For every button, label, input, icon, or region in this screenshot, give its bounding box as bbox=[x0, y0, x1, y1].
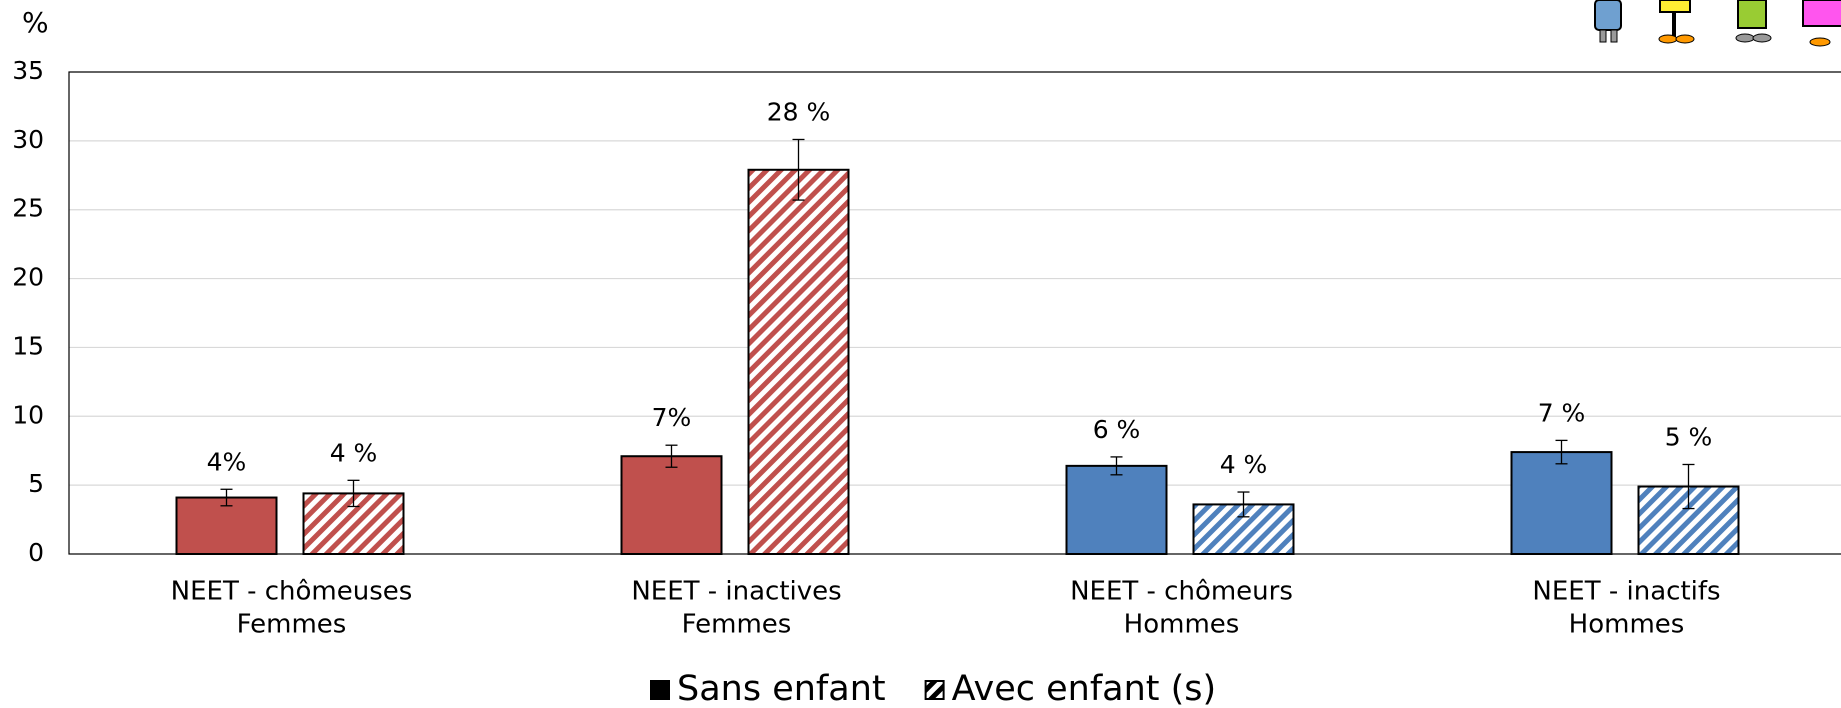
decoration bbox=[1594, 0, 1841, 47]
x-tick-label: Hommes bbox=[1124, 610, 1240, 640]
y-tick-label: 25 bbox=[12, 194, 44, 223]
data-label: 6 % bbox=[1093, 415, 1141, 444]
error-bar bbox=[792, 138, 805, 201]
legend-label: Sans enfant bbox=[677, 669, 886, 708]
x-tick-label: NEET - chômeurs bbox=[1070, 577, 1293, 607]
y-tick-label: 35 bbox=[12, 56, 44, 85]
y-tick-label: 30 bbox=[12, 125, 44, 154]
data-label: 28 % bbox=[767, 97, 831, 126]
x-tick-label: NEET - inactives bbox=[631, 577, 841, 607]
y-tick-label: 10 bbox=[12, 400, 44, 429]
legend-swatch bbox=[650, 680, 670, 700]
x-tick-label: Femmes bbox=[682, 610, 792, 640]
bar bbox=[620, 455, 723, 556]
x-tick-label: Femmes bbox=[237, 610, 347, 640]
error-bar bbox=[220, 488, 233, 507]
data-label: 4% bbox=[207, 447, 247, 476]
legend-swatch bbox=[924, 680, 945, 700]
x-tick-label: NEET - inactifs bbox=[1532, 577, 1720, 607]
bar bbox=[1065, 464, 1168, 555]
data-label: 4 % bbox=[330, 438, 378, 467]
legend-label: Avec enfant (s) bbox=[952, 669, 1217, 708]
error-bar bbox=[1555, 439, 1568, 465]
y-tick-label: 5 bbox=[28, 469, 44, 498]
bar bbox=[747, 168, 850, 556]
data-label: 7 % bbox=[1538, 398, 1586, 427]
error-bar bbox=[665, 444, 678, 468]
error-bar bbox=[1682, 463, 1695, 510]
y-tick-label: 15 bbox=[12, 331, 44, 360]
data-label: 5 % bbox=[1665, 422, 1713, 451]
y-tick-label: 0 bbox=[28, 538, 44, 567]
y-tick-label: 20 bbox=[12, 263, 44, 292]
data-label: 7% bbox=[652, 403, 692, 432]
bar bbox=[175, 496, 278, 555]
bar bbox=[1510, 451, 1613, 555]
x-tick-label: NEET - chômeuses bbox=[171, 577, 413, 607]
y-axis-label: % bbox=[22, 6, 49, 39]
data-label: 4 % bbox=[1220, 450, 1268, 479]
error-bar bbox=[1110, 456, 1123, 476]
error-bar bbox=[1237, 491, 1250, 518]
error-bar bbox=[347, 479, 360, 508]
plot-frame bbox=[68, 71, 1841, 555]
x-tick-label: Hommes bbox=[1569, 610, 1685, 640]
